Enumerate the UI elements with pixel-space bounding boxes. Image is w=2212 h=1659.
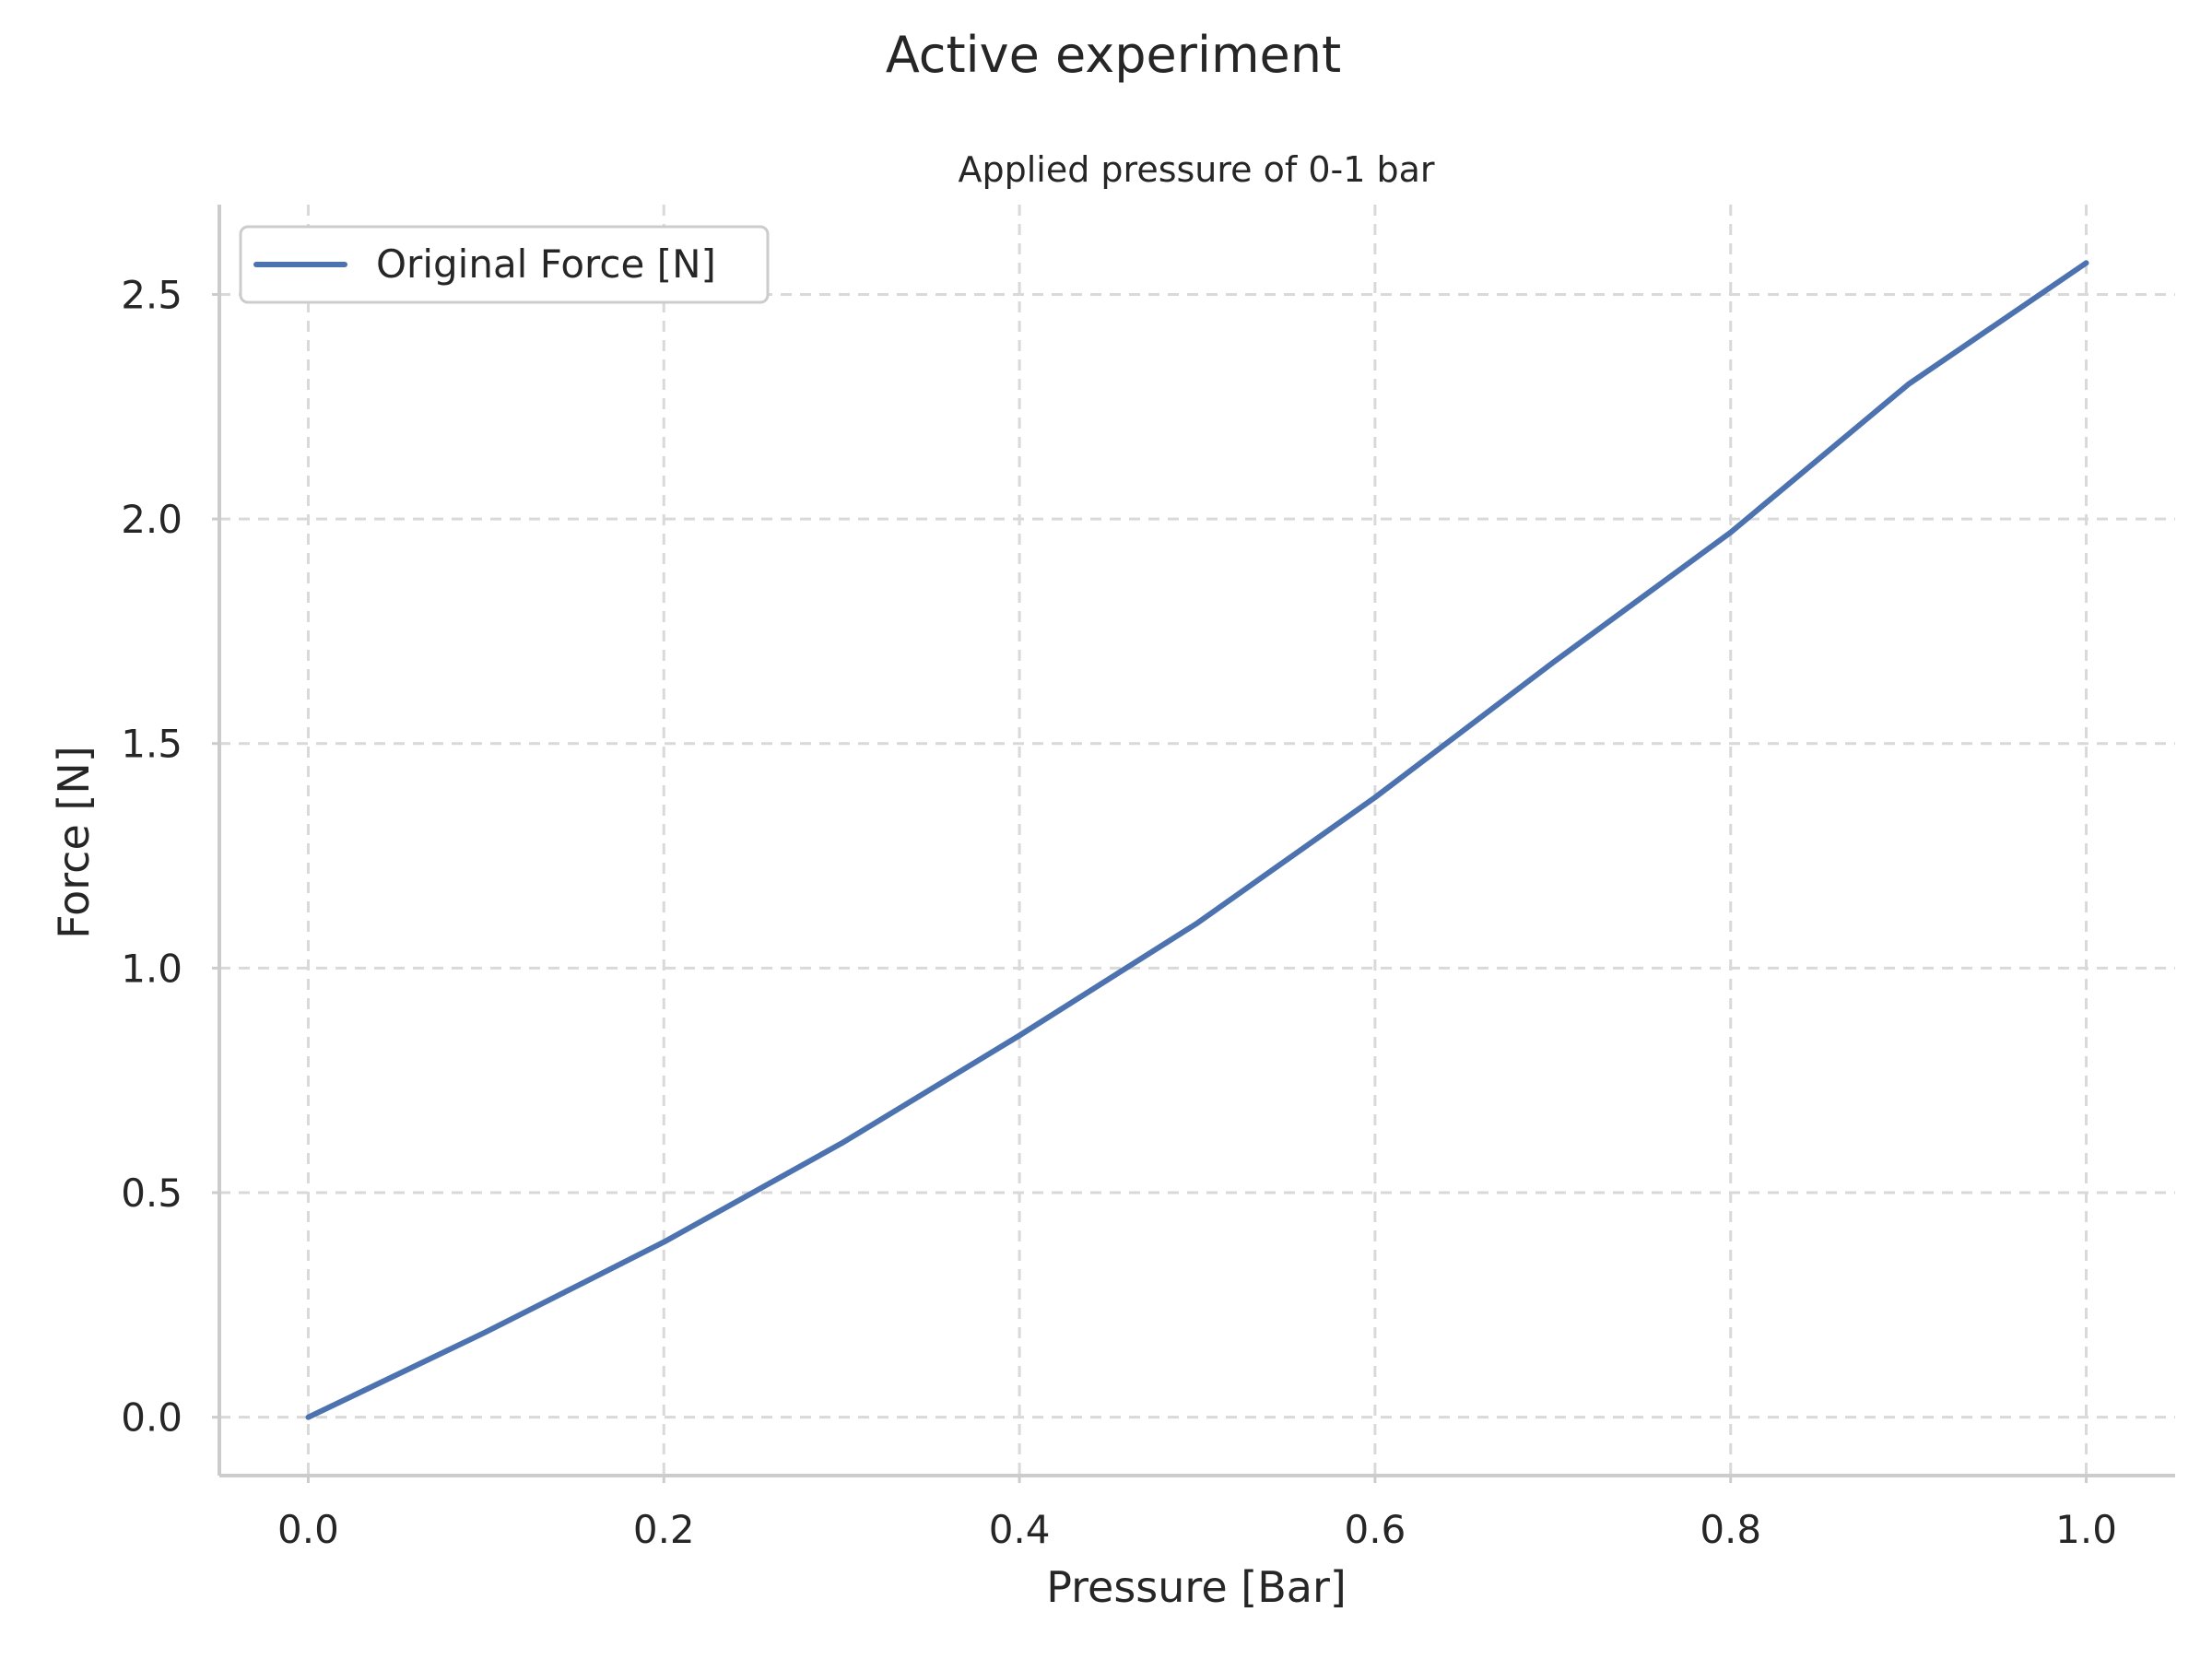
y-axis-label: Force [N] bbox=[49, 746, 99, 938]
chart-suptitle: Active experiment bbox=[886, 26, 1341, 84]
y-tick-label: 2.0 bbox=[121, 497, 182, 542]
series-lines bbox=[305, 260, 2089, 1420]
x-axis-label: Pressure [Bar] bbox=[1046, 1562, 1347, 1612]
legend: Original Force [N] bbox=[239, 225, 770, 304]
y-tick-label: 0.0 bbox=[121, 1395, 182, 1441]
y-tick-label: 1.0 bbox=[121, 946, 182, 991]
grid-lines bbox=[219, 205, 2175, 1476]
y-axis-ticks: 0.0 0.5 1.0 1.5 2.0 2.5 bbox=[121, 272, 219, 1441]
axis-spines bbox=[218, 205, 2175, 1477]
y-tick-label: 2.5 bbox=[121, 272, 182, 317]
x-axis-ticks: 0.0 0.2 0.4 0.6 0.8 1.0 bbox=[277, 1476, 2117, 1552]
x-tick-label: 0.8 bbox=[1700, 1507, 1761, 1552]
x-tick-label: 0.2 bbox=[633, 1507, 695, 1552]
x-tick-label: 0.6 bbox=[1345, 1507, 1406, 1552]
x-tick-label: 0.0 bbox=[277, 1507, 339, 1552]
y-tick-label: 0.5 bbox=[121, 1171, 182, 1216]
legend-box bbox=[239, 225, 770, 304]
y-tick-label: 1.5 bbox=[121, 722, 182, 767]
x-tick-label: 0.4 bbox=[989, 1507, 1051, 1552]
legend-label: Original Force [N] bbox=[376, 241, 716, 287]
series-line-original-force bbox=[305, 260, 2089, 1420]
x-tick-label: 1.0 bbox=[2055, 1507, 2117, 1552]
chart-subtitle: Applied pressure of 0-1 bar bbox=[958, 149, 1434, 190]
